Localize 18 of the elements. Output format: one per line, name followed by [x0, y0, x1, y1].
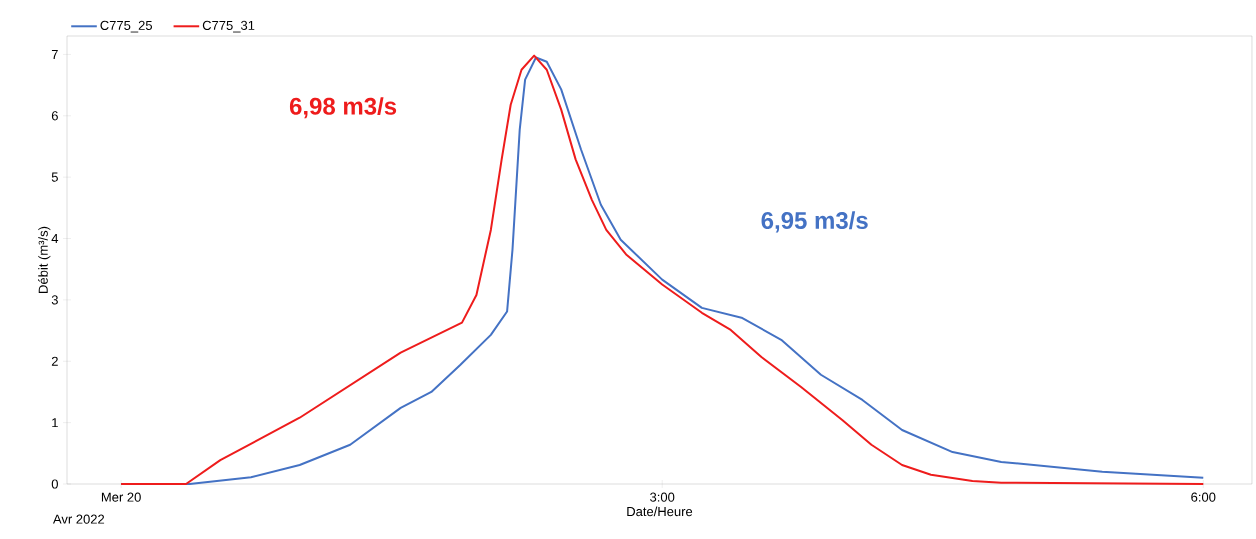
annotation: 6,98 m3/s: [289, 97, 397, 119]
y-tick-label: 5: [51, 172, 58, 182]
y-tick-label: 1: [52, 418, 58, 428]
text: Avr 2022: [52, 514, 105, 524]
y-axis-title: Débit (m³/s): [38, 226, 51, 293]
y-tick-label: 0: [51, 479, 58, 489]
legend-label: C775_25: [100, 20, 153, 33]
x-tick-label: 3:00: [650, 492, 675, 502]
x-tick-label: Mer 20: [101, 492, 141, 502]
y-tick-label: 4: [51, 234, 59, 243]
annotation: 6,95 m3/s: [761, 211, 868, 233]
y-tick-label: 6: [51, 111, 58, 121]
x-tick-label: 6:00: [1191, 492, 1216, 502]
y-tick-label: 2: [51, 356, 58, 366]
y-tick-label: 3: [51, 295, 58, 305]
legend-label: C775_31: [202, 20, 255, 33]
y-tick-label: 7: [51, 49, 58, 59]
x-axis-title: Date/Heure: [627, 506, 693, 517]
